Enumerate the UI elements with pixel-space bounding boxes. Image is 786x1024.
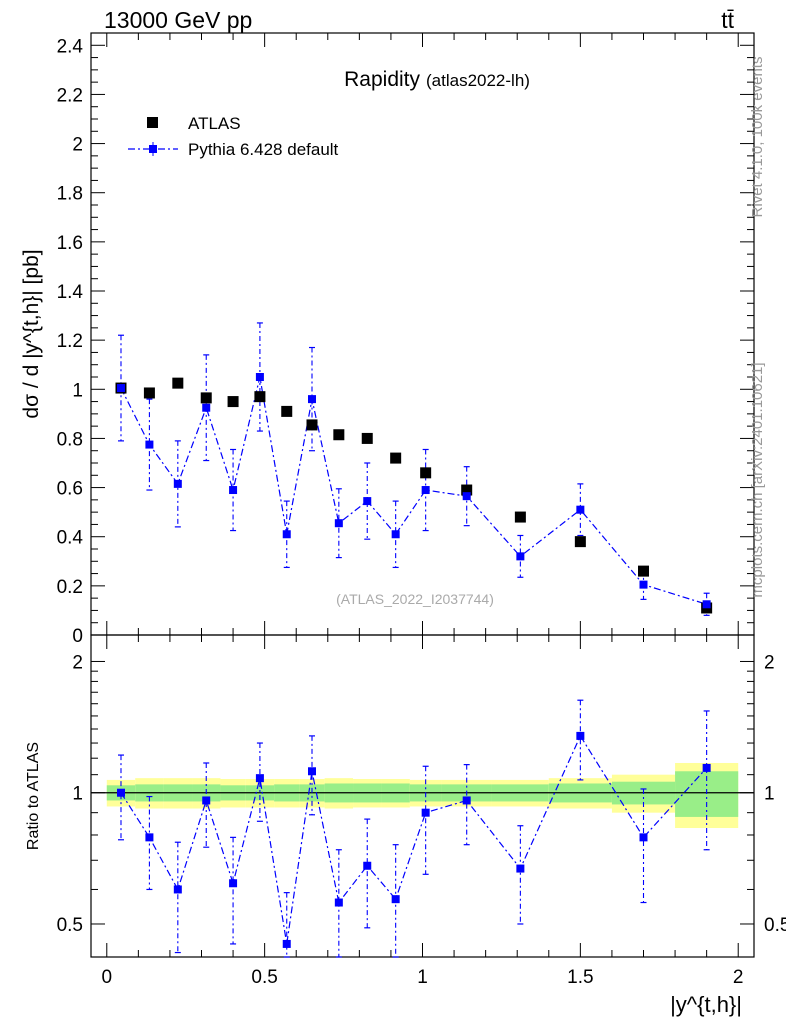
data-marks — [91, 322, 754, 958]
y-tick-label: 0 — [72, 626, 83, 647]
atlas-point — [638, 565, 649, 577]
ratio-y-tick-label: 1 — [72, 784, 83, 805]
legend: ATLAS Pythia 6.428 default — [128, 114, 339, 159]
pythia-ratio-point — [116, 788, 125, 797]
side-version-text: Rivet 4.1.0, 100k events — [749, 57, 766, 218]
atlas-point — [143, 387, 155, 399]
y-tick-label: 0.6 — [57, 479, 83, 500]
pythia-ratio-point — [308, 767, 316, 776]
y-tick-label: 0.8 — [57, 429, 83, 450]
x-tick-label: 1 — [417, 967, 428, 988]
pythia-point — [462, 492, 471, 501]
pythia-point — [173, 479, 182, 488]
header-right: tt̄ — [721, 7, 734, 33]
y-tick-label: 1 — [72, 380, 83, 401]
legend-label-pythia: Pythia 6.428 default — [188, 140, 339, 159]
y-tick-label: 2.4 — [57, 36, 84, 57]
pythia-point — [116, 384, 125, 393]
atlas-point — [390, 452, 402, 464]
ratio-y-tick-label-right: 2 — [764, 652, 775, 673]
atlas-point — [461, 484, 473, 496]
ratio-y-tick-label-right: 1 — [764, 784, 775, 805]
atlas-point — [514, 511, 526, 523]
pythia-ratio-line — [120, 734, 708, 945]
pythia-ratio-point — [516, 864, 525, 873]
pythia-point — [202, 403, 211, 412]
atlas-point — [420, 467, 432, 479]
pythia-ratio-point — [229, 879, 238, 888]
pythia-ratio-point — [173, 885, 182, 894]
pythia-ratio-point — [145, 833, 154, 842]
pythia-ratio-point — [363, 861, 372, 870]
ratio-y-tick-label: 0.5 — [57, 915, 83, 936]
x-tick-label: 1.5 — [567, 967, 593, 988]
x-axis-label: |y^{t,h}| — [670, 992, 742, 1017]
chart-subtitle: (atlas2022-lh) — [426, 71, 530, 90]
pythia-point — [308, 395, 316, 404]
axis-ticks: 0 0.2 0.4 0.6 0.8 1 1.2 1.4 1.6 1.8 2 2.2 2.4 0.5 0.5 1… — [57, 32, 786, 988]
ratio-y-tick-label-right: 0.5 — [764, 915, 786, 936]
pythia-ratio-point — [576, 731, 585, 740]
pythia-point — [334, 519, 343, 528]
legend-label-atlas: ATLAS — [188, 114, 241, 133]
atlas-point — [281, 405, 293, 417]
pythia-ratio-point — [282, 939, 291, 948]
x-tick-label: 2 — [733, 967, 744, 988]
atlas-point — [200, 392, 212, 404]
y-tick-label: 2.2 — [57, 85, 83, 106]
pythia-point — [576, 505, 585, 514]
atlas-point — [574, 536, 586, 548]
analysis-watermark: (ATLAS_2022_I2037744) — [336, 591, 494, 607]
atlas-point — [306, 419, 318, 431]
y-tick-label: 0.4 — [57, 528, 84, 549]
pythia-point — [229, 486, 238, 495]
pythia-point — [516, 552, 525, 561]
pythia-ratio-point — [702, 763, 711, 772]
y-tick-label: 0.2 — [57, 577, 83, 598]
x-tick-label: 0.5 — [251, 967, 277, 988]
pythia-ratio-point — [639, 833, 648, 842]
y-tick-label: 1.6 — [57, 233, 83, 254]
y-tick-label: 1.2 — [57, 331, 83, 352]
pythia-ratio-point — [202, 796, 211, 805]
pythia-ratio-point — [255, 774, 264, 783]
y-axis-label: dσ / d |y^{t,h}| [pb] — [20, 249, 43, 418]
atlas-point — [254, 391, 266, 403]
pythia-ratio-point — [334, 898, 343, 907]
y-tick-label: 1.4 — [57, 282, 84, 303]
atlas-point — [227, 396, 239, 408]
pythia-ratio-point — [421, 808, 430, 817]
pythia-point — [145, 440, 154, 449]
pythia-point — [421, 486, 430, 495]
legend-marker-pythia — [149, 145, 157, 153]
atlas-point — [333, 429, 345, 441]
chart-title: Rapidity — [344, 68, 420, 91]
side-source-text: mcplots.cern.ch [arXiv:2401.10621] — [749, 362, 766, 597]
ratio-y-tick-label: 2 — [72, 652, 83, 673]
pythia-line — [120, 376, 707, 605]
pythia-point — [255, 373, 264, 381]
ratio-y-axis-label: Ratio to ATLAS — [25, 742, 42, 850]
pythia-point — [363, 497, 372, 506]
pythia-point — [391, 530, 400, 539]
y-tick-label: 2 — [72, 135, 83, 156]
atlas-point — [361, 432, 373, 444]
atlas-point — [172, 377, 184, 389]
pythia-ratio-point — [391, 895, 400, 904]
pythia-point — [639, 580, 648, 589]
x-tick-label: 0 — [101, 967, 112, 988]
pythia-point — [702, 600, 711, 609]
header-left: 13000 GeV pp — [104, 7, 252, 33]
y-tick-label: 1.8 — [57, 184, 83, 205]
pythia-ratio-point — [462, 796, 471, 805]
pythia-point — [282, 530, 291, 539]
legend-marker-atlas — [147, 117, 158, 128]
